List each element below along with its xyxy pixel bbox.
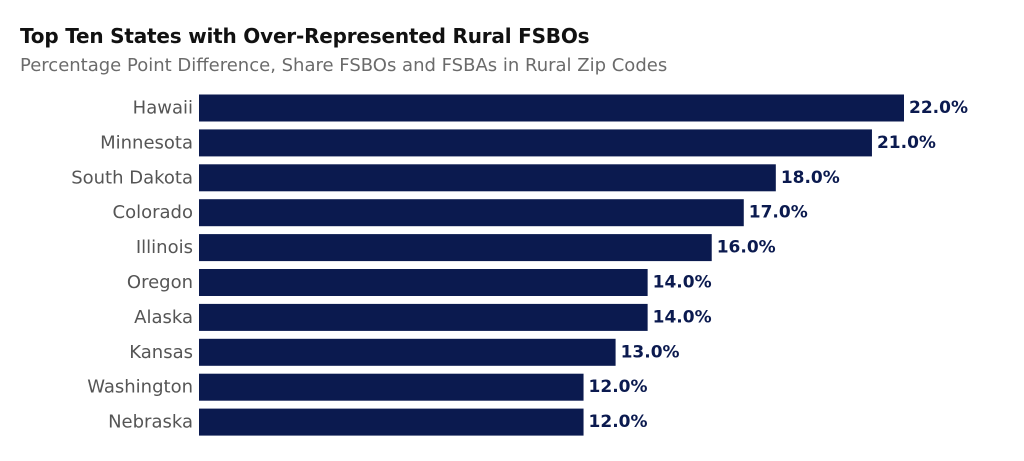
category-label: Kansas	[129, 342, 193, 363]
bar	[199, 234, 712, 262]
category-label: Washington	[87, 377, 193, 398]
bar	[199, 129, 872, 157]
bar	[199, 338, 616, 366]
value-label: 13.0%	[621, 342, 680, 362]
bars-group: Hawaii 22.0% Minnesota 21.0% South Dakota 18.…	[71, 94, 968, 436]
category-label: Minnesota	[100, 132, 193, 153]
bar	[199, 269, 648, 296]
bar	[199, 408, 584, 436]
value-label: 17.0%	[749, 203, 808, 223]
value-label: 12.0%	[589, 377, 648, 397]
bar	[199, 199, 744, 227]
value-label: 14.0%	[653, 307, 712, 327]
bar	[199, 94, 904, 122]
value-label: 22.0%	[909, 98, 968, 118]
bar	[199, 303, 648, 331]
category-label: Alaska	[134, 307, 193, 328]
value-label: 12.0%	[589, 412, 648, 432]
category-label: Nebraska	[108, 412, 193, 433]
value-label: 18.0%	[781, 168, 840, 188]
value-label: 16.0%	[717, 238, 776, 258]
chart-subtitle: Percentage Point Difference, Share FSBOs…	[20, 55, 668, 76]
chart-title: Top Ten States with Over-Represented Rur…	[20, 24, 590, 48]
value-label: 14.0%	[653, 273, 712, 293]
bar	[199, 373, 584, 401]
value-label: 21.0%	[877, 133, 936, 153]
category-label: Colorado	[113, 202, 193, 223]
category-label: Hawaii	[133, 98, 193, 119]
category-label: South Dakota	[71, 167, 193, 188]
category-label: Illinois	[136, 237, 193, 258]
bar	[199, 164, 776, 192]
category-label: Oregon	[127, 272, 193, 293]
